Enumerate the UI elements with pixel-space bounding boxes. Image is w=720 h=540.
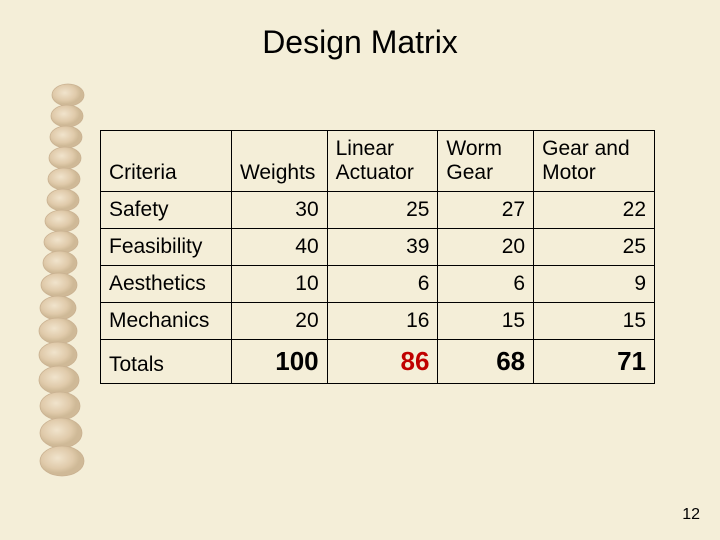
- cell-worm-gear: 27: [438, 192, 534, 229]
- totals-weights: 100: [231, 340, 327, 384]
- cell-gear-and-motor: 22: [534, 192, 655, 229]
- cell-gear-and-motor: 9: [534, 266, 655, 303]
- cell-gear-and-motor: 25: [534, 229, 655, 266]
- totals-linear-actuator: 86: [327, 340, 438, 384]
- col-header-linear-actuator: Linear Actuator: [327, 131, 438, 192]
- row-label: Mechanics: [101, 303, 232, 340]
- cell-linear-actuator: 16: [327, 303, 438, 340]
- table-row: Safety30252722: [101, 192, 655, 229]
- col-header-worm-gear: Worm Gear: [438, 131, 534, 192]
- table-header-row: Criteria Weights Linear Actuator Worm Ge…: [101, 131, 655, 192]
- cell-worm-gear: 6: [438, 266, 534, 303]
- row-label: Aesthetics: [101, 266, 232, 303]
- totals-row: Totals100866871: [101, 340, 655, 384]
- cell-weights: 30: [231, 192, 327, 229]
- table-row: Mechanics20161515: [101, 303, 655, 340]
- totals-label: Totals: [101, 340, 232, 384]
- design-matrix-table: Criteria Weights Linear Actuator Worm Ge…: [100, 130, 655, 384]
- cell-weights: 10: [231, 266, 327, 303]
- table-row: Feasibility40392025: [101, 229, 655, 266]
- cell-linear-actuator: 6: [327, 266, 438, 303]
- page-number: 12: [682, 506, 700, 524]
- spine-decoration: [30, 80, 90, 480]
- cell-gear-and-motor: 15: [534, 303, 655, 340]
- cell-worm-gear: 15: [438, 303, 534, 340]
- row-label: Safety: [101, 192, 232, 229]
- table-row: Aesthetics10669: [101, 266, 655, 303]
- cell-linear-actuator: 25: [327, 192, 438, 229]
- col-header-criteria: Criteria: [101, 131, 232, 192]
- row-label: Feasibility: [101, 229, 232, 266]
- totals-gear-and-motor: 71: [534, 340, 655, 384]
- col-header-gear-and-motor: Gear and Motor: [534, 131, 655, 192]
- col-header-weights: Weights: [231, 131, 327, 192]
- page-title: Design Matrix: [0, 0, 720, 61]
- totals-worm-gear: 68: [438, 340, 534, 384]
- cell-linear-actuator: 39: [327, 229, 438, 266]
- cell-worm-gear: 20: [438, 229, 534, 266]
- cell-weights: 40: [231, 229, 327, 266]
- cell-weights: 20: [231, 303, 327, 340]
